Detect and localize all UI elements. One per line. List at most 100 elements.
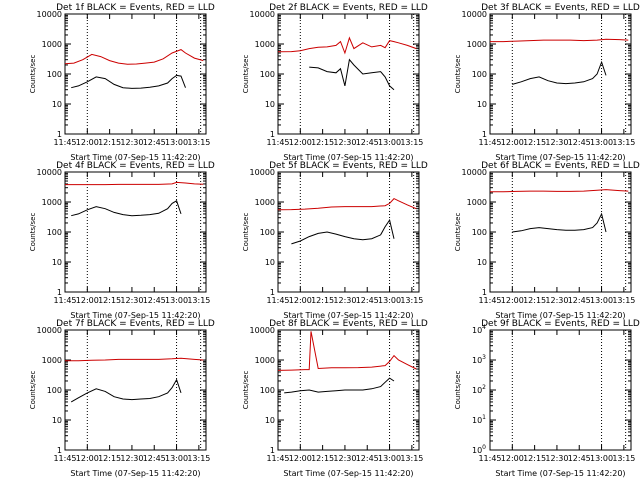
x-tick-label: 13:00	[590, 138, 613, 147]
x-tick-label: 13:00	[165, 454, 188, 463]
x-tick-label: 12:30	[120, 454, 143, 463]
x-tick-label: 12:30	[120, 138, 143, 147]
x-tick-label: 13:15	[400, 296, 423, 305]
plot-panel-2: Det 2f BLACK = Events, RED = LLD Start Ti…	[242, 3, 428, 162]
x-tick-label: 12:00	[501, 454, 524, 463]
plot-panel-3: Det 3f BLACK = Events, RED = LLD Start Ti…	[454, 3, 640, 162]
plot-frame	[64, 329, 207, 451]
x-tick-label: 11:45	[478, 454, 501, 463]
x-tick-label: 13:15	[187, 454, 210, 463]
plot-title: Det 1f BLACK = Events, RED = LLD	[56, 3, 215, 13]
events-series-line	[309, 58, 395, 91]
x-tick-label: 12:00	[501, 296, 524, 305]
events-series-line	[512, 212, 607, 233]
x-tick-label: 12:45	[568, 296, 591, 305]
x-tick-label: 11:45	[53, 138, 76, 147]
x-tick-label: 12:45	[568, 454, 591, 463]
x-tick-label: 12:15	[311, 296, 334, 305]
x-tick-label: 11:45	[478, 138, 501, 147]
x-tick-label: 13:00	[378, 454, 401, 463]
x-tick-label: 13:15	[612, 138, 635, 147]
plot-title: Det 4f BLACK = Events, RED = LLD	[56, 161, 215, 171]
y-tick-label: 100	[472, 70, 487, 79]
y-tick-label: 1	[57, 446, 62, 455]
y-tick-label: 101	[472, 414, 486, 425]
x-tick-label: 12:45	[356, 296, 379, 305]
y-axis-label: Counts/sec	[454, 213, 462, 252]
events-series-line	[70, 378, 182, 403]
x-axis-label: Start Time (07-Sep-15 11:42:20)	[70, 153, 200, 162]
x-tick-label: 11:45	[53, 454, 76, 463]
x-tick-label: 12:15	[523, 454, 546, 463]
y-tick-label: 100	[47, 70, 62, 79]
x-tick-label: 13:00	[165, 138, 188, 147]
lld-series-line	[64, 49, 204, 65]
lld-series-line	[277, 331, 417, 371]
x-axis-label: Start Time (07-Sep-15 11:42:20)	[495, 469, 625, 478]
plot-frame	[64, 171, 207, 293]
x-tick-label: 12:00	[289, 138, 312, 147]
x-tick-label: 11:45	[53, 296, 76, 305]
events-series-line	[291, 218, 395, 245]
plot-panel-6: Det 6f BLACK = Events, RED = LLD Start Ti…	[454, 161, 640, 320]
x-tick-label: 13:15	[187, 138, 210, 147]
y-tick-label: 1	[270, 288, 275, 297]
x-axis-label: Start Time (07-Sep-15 11:42:20)	[283, 311, 413, 320]
plot-title: Det 2f BLACK = Events, RED = LLD	[269, 3, 428, 13]
x-tick-label: 12:45	[568, 138, 591, 147]
x-axis-label: Start Time (07-Sep-15 11:42:20)	[70, 469, 200, 478]
x-tick-label: 12:45	[356, 138, 379, 147]
x-tick-label: 13:15	[612, 296, 635, 305]
plot-title: Det 5f BLACK = Events, RED = LLD	[269, 161, 428, 171]
plot-frame	[277, 171, 420, 293]
y-axis-label: Counts/sec	[454, 55, 462, 94]
y-tick-label: 1000	[42, 198, 62, 207]
lld-series-line	[277, 36, 417, 55]
x-axis-label: Start Time (07-Sep-15 11:42:20)	[495, 153, 625, 162]
x-tick-label: 12:30	[333, 454, 356, 463]
y-tick-label: 102	[472, 384, 486, 395]
y-tick-label: 100	[260, 70, 275, 79]
x-axis-label: Start Time (07-Sep-15 11:42:20)	[495, 311, 625, 320]
y-tick-label: 10000	[37, 10, 62, 19]
x-tick-label: 12:45	[143, 138, 166, 147]
lld-series-line	[65, 181, 204, 186]
plot-panel-8: Det 8f BLACK = Events, RED = LLD Start Ti…	[242, 319, 428, 478]
y-axis-label: Counts/sec	[242, 55, 250, 94]
y-tick-label: 10000	[37, 168, 62, 177]
x-tick-label: 12:00	[289, 296, 312, 305]
y-tick-label: 1000	[42, 40, 62, 49]
events-series-line	[71, 200, 182, 217]
plot-frame	[64, 13, 207, 135]
x-tick-label: 12:15	[523, 296, 546, 305]
plot-title: Det 3f BLACK = Events, RED = LLD	[481, 3, 640, 13]
y-tick-label: 10000	[250, 10, 275, 19]
plot-frame	[277, 13, 420, 135]
x-tick-label: 11:45	[266, 296, 289, 305]
y-tick-label: 1000	[255, 198, 275, 207]
plot-title: Det 9f BLACK = Events, RED = LLD	[481, 319, 640, 329]
y-axis-label: Counts/sec	[29, 213, 37, 252]
x-tick-label: 13:00	[378, 296, 401, 305]
plot-panel-7: Det 7f BLACK = Events, RED = LLD Start Ti…	[29, 319, 215, 478]
lld-series-line	[490, 189, 629, 193]
y-tick-label: 100	[47, 386, 62, 395]
y-tick-label: 10	[265, 416, 275, 425]
x-tick-label: 13:00	[378, 138, 401, 147]
x-tick-label: 12:15	[311, 138, 334, 147]
x-tick-label: 11:45	[478, 296, 501, 305]
y-tick-label: 10	[52, 416, 62, 425]
x-tick-label: 13:00	[590, 454, 613, 463]
y-axis-label: Counts/sec	[242, 371, 250, 410]
plot-panel-4: Det 4f BLACK = Events, RED = LLD Start Ti…	[29, 161, 215, 320]
y-tick-label: 1000	[467, 40, 487, 49]
y-axis-label: Counts/sec	[29, 55, 37, 94]
x-tick-label: 12:15	[98, 138, 121, 147]
x-tick-label: 13:00	[165, 296, 188, 305]
plot-frame	[489, 13, 632, 135]
y-tick-label: 10	[265, 258, 275, 267]
y-axis-label: Counts/sec	[454, 371, 462, 410]
plot-panel-5: Det 5f BLACK = Events, RED = LLD Start Ti…	[242, 161, 428, 320]
x-tick-label: 13:00	[590, 296, 613, 305]
x-tick-label: 12:15	[311, 454, 334, 463]
